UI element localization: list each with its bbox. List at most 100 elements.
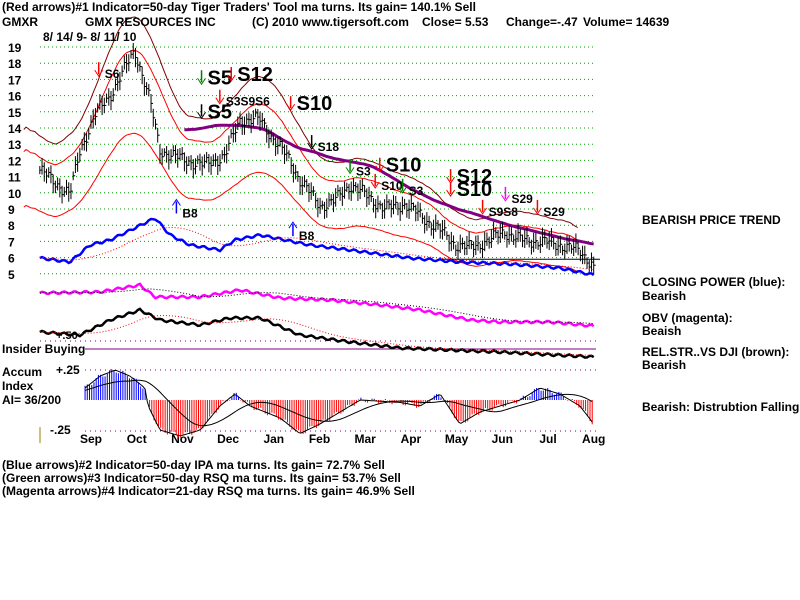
x-tick-label: Jun xyxy=(492,432,513,446)
buy-signal-label: B8 xyxy=(299,229,315,243)
indicator-3-caption: (Green arrows)#3 Indicator=50-day RSQ ma… xyxy=(2,471,401,485)
y-tick-label: 15 xyxy=(8,106,22,120)
y-tick-label: 11 xyxy=(8,171,21,185)
close-price: Close= 5.53 xyxy=(422,15,489,29)
x-tick-label: Oct xyxy=(127,432,147,446)
y-tick-label: 17 xyxy=(8,73,22,87)
y-tick-label: 13 xyxy=(8,138,22,152)
obv-status: Beaish xyxy=(642,324,682,338)
signal-arrow-icon xyxy=(345,167,355,175)
price-trend-status: BEARISH PRICE TREND xyxy=(642,213,781,227)
sell-signal-label: S29 xyxy=(511,192,533,206)
y-tick-label: 18 xyxy=(8,57,22,71)
sell-signal-label: S9S8 xyxy=(489,205,519,219)
insider-buying-label: Insider Buying xyxy=(2,342,86,356)
sell-signal-label: S3 xyxy=(409,184,424,198)
x-tick-label: Mar xyxy=(355,432,377,446)
upper-outer-band xyxy=(23,16,578,229)
signal-arrow-icon xyxy=(533,207,542,215)
y-tick-label: 12 xyxy=(8,154,22,168)
x-tick-label: Aug xyxy=(582,432,605,446)
date-range: 8/ 14/ 9- 8/ 11/ 10 xyxy=(43,30,137,44)
y-tick-label: 5 xyxy=(8,268,15,282)
sell-signal-label: S10 xyxy=(297,93,333,115)
signal-arrow-icon xyxy=(215,97,225,105)
signal-arrow-icon xyxy=(375,165,385,173)
x-tick-label: Nov xyxy=(171,432,194,446)
buy-signal-label: B8 xyxy=(182,206,198,220)
sell-signal-label: S18 xyxy=(318,140,340,154)
y-tick-label: 10 xyxy=(8,187,22,201)
indicator-2-caption: (Blue arrows)#2 Indicator=50-day IPA ma … xyxy=(2,458,385,472)
rel-str-line-ma xyxy=(39,314,594,357)
y-tick-label: 9 xyxy=(8,203,15,217)
ticker-symbol: GMXR xyxy=(2,15,38,29)
rel-str-status: Bearish xyxy=(642,358,687,372)
y-tick-label: 16 xyxy=(8,90,22,104)
y-tick-label: 19 xyxy=(8,41,22,55)
signal-arrow-icon xyxy=(286,103,296,112)
accum-plus25-tick: +.25 xyxy=(56,363,80,377)
signal-arrow-icon xyxy=(307,142,317,150)
accum-status: Bearish: Distrubtion Falling. xyxy=(642,400,800,414)
insider-plus50-tick: +.50 xyxy=(56,330,78,342)
sell-signal-label: S3 xyxy=(356,164,371,178)
obv-label: OBV (magenta): xyxy=(642,311,733,325)
x-tick-label: Apr xyxy=(401,432,422,446)
signal-arrow-icon xyxy=(94,69,104,78)
accum-minus25-tick: -.25 xyxy=(50,423,71,437)
x-tick-label: May xyxy=(445,432,469,446)
signal-arrow-icon xyxy=(501,194,510,202)
lower-band xyxy=(23,132,578,272)
sell-signal-label: S10 xyxy=(457,179,493,201)
y-tick-label: 7 xyxy=(8,235,15,249)
signal-arrow-icon xyxy=(398,186,408,194)
rel-str-label: REL.STR..VS DJI (brown): xyxy=(642,345,790,359)
sell-signal-label: S5 xyxy=(208,67,232,89)
signal-arrow-icon xyxy=(370,181,380,189)
volume: Volume= 14639 xyxy=(583,15,670,29)
obv-line xyxy=(39,282,595,328)
index-label: Index xyxy=(2,379,34,393)
indicator-4-caption: (Magenta arrows)#4 Indicator=21-day RSQ … xyxy=(2,484,415,498)
sell-signal-label: S12 xyxy=(237,64,273,86)
signal-arrow-icon xyxy=(226,74,236,82)
y-tick-label: 8 xyxy=(8,219,15,233)
accum-label: Accum xyxy=(2,365,43,379)
x-tick-label: Jul xyxy=(539,432,556,446)
x-tick-label: Jan xyxy=(263,432,284,446)
closing-power-line xyxy=(39,217,595,277)
obv-line-ma xyxy=(39,288,594,325)
sell-signal-label: S12 xyxy=(457,166,493,188)
signal-arrow-icon xyxy=(197,77,206,86)
signal-arrow-icon xyxy=(197,112,206,120)
ai-value: AI= 36/200 xyxy=(2,393,62,407)
x-tick-label: Sep xyxy=(80,432,102,446)
copyright: (C) 2010 www.tigersoft.com xyxy=(252,15,409,29)
price-change: Change=-.47 xyxy=(506,15,578,29)
x-tick-label: Feb xyxy=(309,432,330,446)
sell-signal-label: S3S9S6 xyxy=(226,95,270,109)
sell-signal-label: S10 xyxy=(386,155,422,177)
sell-signal-label: S5 xyxy=(208,101,232,123)
moving-average-65 xyxy=(184,123,594,246)
y-tick-label: 14 xyxy=(8,122,22,136)
closing-power-label: CLOSING POWER (blue): xyxy=(642,275,786,289)
upper-band xyxy=(23,49,578,241)
y-tick-label: 6 xyxy=(8,252,15,266)
sell-signal-label: S6 xyxy=(105,67,120,81)
accum-index-ma xyxy=(84,379,593,427)
rel-str-line xyxy=(39,307,595,359)
x-tick-label: Dec xyxy=(217,432,239,446)
signal-arrow-icon xyxy=(288,221,298,229)
sell-signal-label: S10 xyxy=(381,179,403,193)
signal-arrow-icon xyxy=(478,207,488,215)
company-name: GMX RESOURCES INC xyxy=(85,15,216,29)
signal-arrow-icon xyxy=(171,198,181,206)
accum-index-outline xyxy=(84,369,593,437)
signal-arrow-icon xyxy=(446,189,456,197)
indicator-1-caption: (Red arrows)#1 Indicator=50-day Tiger Tr… xyxy=(2,0,476,14)
closing-power-status: Bearish xyxy=(642,289,687,303)
sell-signal-label: S29 xyxy=(543,205,565,219)
